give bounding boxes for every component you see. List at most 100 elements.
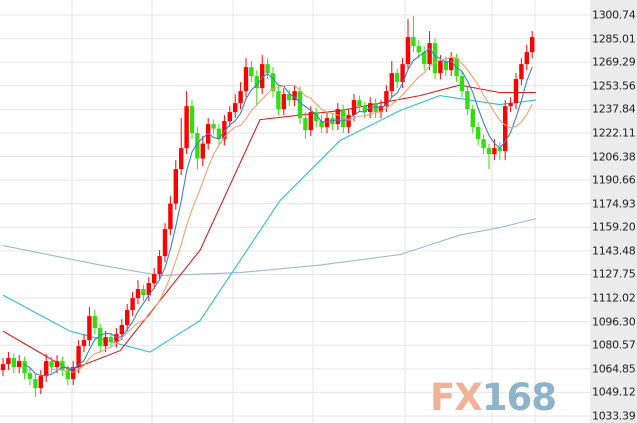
candle-body	[270, 73, 276, 92]
candle-body	[346, 115, 351, 128]
candle-body	[168, 203, 173, 230]
candle-body	[465, 91, 470, 110]
candle-body	[65, 370, 70, 380]
candle-body	[503, 106, 508, 152]
candle-body	[146, 283, 151, 296]
candle-body	[200, 143, 205, 159]
candle-body	[486, 148, 492, 155]
candle-body	[303, 118, 308, 131]
candle-body	[243, 67, 249, 92]
candle-body	[324, 118, 330, 128]
candle-body	[125, 310, 130, 326]
candle-body	[297, 91, 303, 119]
candle-body	[513, 79, 519, 104]
candle-body	[395, 73, 400, 83]
y-tick-label: 1096.30	[592, 315, 636, 329]
y-tick-label: 1080.57	[592, 338, 636, 352]
candle-body	[308, 112, 313, 131]
candle-body	[92, 316, 97, 329]
candle-body	[195, 133, 200, 159]
candle-body	[422, 52, 427, 65]
candle-body	[373, 103, 378, 113]
candle-body	[281, 94, 286, 110]
candle-body	[405, 37, 411, 65]
candle-body	[54, 361, 60, 368]
candle-body	[211, 124, 216, 129]
candle-body	[60, 361, 65, 371]
ma-long-line	[2, 218, 537, 277]
y-tick-label: 1253.56	[592, 79, 636, 93]
candle-body	[44, 361, 49, 377]
candle-body	[497, 148, 502, 152]
candle-body	[38, 376, 43, 389]
candle-body	[227, 112, 232, 122]
candle-body	[351, 100, 357, 116]
candle-body	[130, 298, 135, 311]
candle-body	[184, 106, 189, 149]
y-tick-label: 1159.20	[592, 220, 636, 234]
candle-body	[157, 256, 162, 275]
candlestick-chart	[0, 0, 590, 423]
candle-body	[0, 364, 6, 371]
candle-body	[238, 91, 243, 104]
candle-body	[459, 76, 465, 92]
candle-body	[481, 139, 486, 149]
candle-body	[17, 361, 22, 368]
candle-body	[427, 43, 432, 65]
y-tick-label: 1064.85	[592, 362, 636, 376]
y-tick-label: 1285.01	[592, 32, 636, 46]
y-tick-label: 1237.84	[592, 102, 636, 116]
candle-body	[103, 337, 108, 347]
candle-body	[135, 289, 141, 299]
candle-body	[416, 46, 421, 53]
candle-body	[449, 58, 454, 71]
candle-body	[179, 148, 184, 170]
candle-body	[443, 61, 448, 71]
candle-body	[292, 91, 297, 101]
candle-body	[411, 37, 416, 47]
candle-body	[519, 64, 524, 80]
candle-body	[508, 103, 513, 107]
candle-body	[108, 337, 114, 342]
price-axis-panel	[590, 0, 637, 423]
candle-body	[22, 361, 27, 374]
candle-body	[438, 61, 443, 74]
y-tick-label: 1300.74	[592, 8, 636, 22]
candle-body	[76, 346, 81, 368]
candle-body	[530, 37, 535, 53]
candle-body	[216, 128, 222, 140]
candle-body	[206, 124, 211, 144]
y-tick-label: 1222.11	[592, 126, 636, 140]
y-tick-label: 1269.29	[592, 55, 636, 69]
candle-body	[233, 103, 238, 113]
candle-body	[492, 148, 497, 155]
candle-body	[389, 73, 394, 92]
candle-body	[314, 112, 319, 122]
candle-body	[162, 229, 168, 257]
candle-body	[189, 106, 195, 134]
candle-body	[476, 127, 481, 140]
logo-168: 168	[481, 376, 557, 419]
candle-body	[330, 118, 335, 125]
candle-body	[254, 76, 259, 89]
candle-body	[87, 316, 92, 341]
candle-body	[249, 67, 254, 77]
candle-body	[33, 379, 38, 389]
ma5-line	[24, 47, 533, 377]
candle-body	[357, 100, 362, 107]
y-tick-label: 1206.38	[592, 150, 636, 164]
candle-body	[362, 106, 367, 113]
logo-fx: FX	[430, 376, 483, 419]
candle-body	[470, 109, 475, 128]
candle-body	[222, 121, 227, 140]
candle-body	[287, 94, 292, 101]
y-tick-label: 1049.12	[592, 385, 636, 399]
y-tick-label: 1174.93	[592, 197, 636, 211]
candle-body	[384, 91, 389, 107]
candle-body	[276, 91, 281, 110]
candle-body	[11, 358, 16, 368]
candle-body	[319, 121, 324, 128]
candle-body	[98, 328, 103, 347]
candle-body	[71, 367, 76, 380]
candle-body	[152, 274, 157, 284]
